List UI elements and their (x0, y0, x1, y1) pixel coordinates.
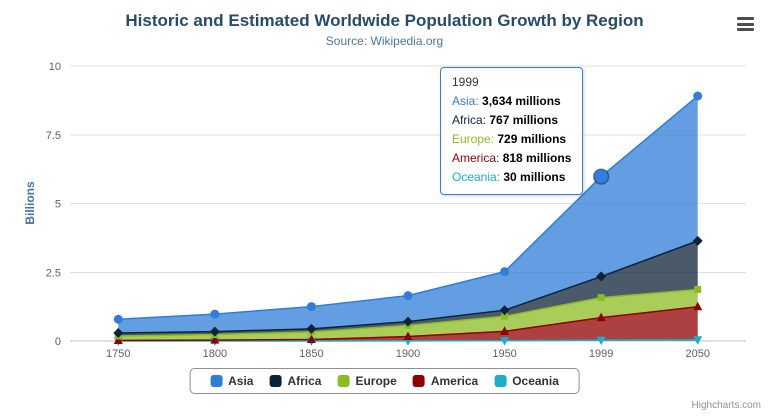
tooltip-series-name: Africa: (452, 113, 490, 127)
point-oceania-2050[interactable] (693, 336, 703, 345)
tooltip-series-value: 767 millions (489, 113, 559, 127)
legend-label: Asia (228, 374, 254, 388)
tooltip-row-asia: Asia: 3,634 millions (452, 92, 571, 111)
point-asia-1850[interactable] (306, 302, 316, 312)
point-africa-1900[interactable] (403, 316, 413, 327)
legend-item-europe[interactable]: Europe (337, 374, 397, 388)
tooltip-row-oceania: Oceania: 30 millions (452, 168, 571, 187)
tooltip-series-name: Asia: (452, 94, 483, 108)
y-axis-label: 7.5 (46, 130, 61, 142)
tooltip-series-name: Oceania: (452, 170, 504, 184)
legend-item-america[interactable]: America (412, 374, 479, 388)
legend-item-asia[interactable]: Asia (210, 374, 253, 388)
credits-link[interactable]: Highcharts.com (691, 400, 761, 411)
y-axis-label: 0 (55, 336, 61, 348)
hamburger-menu-icon[interactable] (737, 17, 754, 31)
point-europe-2050[interactable] (694, 285, 702, 293)
area-asia (118, 96, 698, 334)
x-axis-label: 1850 (299, 348, 323, 360)
legend-symbol-asia (210, 375, 223, 387)
area-africa (118, 240, 698, 336)
point-america-1800[interactable] (210, 335, 220, 344)
point-europe-1950[interactable] (501, 312, 509, 320)
point-africa-1950[interactable] (499, 305, 510, 316)
point-africa-1850[interactable] (306, 323, 317, 334)
legend-symbol-oceania (494, 375, 507, 387)
tooltip-header: 1999 (452, 75, 479, 89)
hovered-point-asia-1999[interactable] (592, 168, 610, 185)
point-europe-1999[interactable] (597, 294, 605, 302)
point-america-1900[interactable] (403, 331, 413, 341)
legend-label: Europe (355, 374, 397, 388)
legend-symbol-africa (269, 375, 282, 387)
tooltip: 1999 Asia: 3,634 millions Africa: 767 mil… (440, 67, 584, 195)
y-axis-label: 5 (55, 199, 61, 211)
legend-item-africa[interactable]: Africa (269, 374, 321, 388)
legend-label: Africa (287, 374, 322, 388)
point-america-1950[interactable] (500, 326, 510, 335)
tooltip-series-value: 30 millions (503, 170, 566, 184)
point-asia-1800[interactable] (210, 309, 220, 319)
point-asia-2050[interactable] (693, 91, 703, 101)
x-axis-label: 1800 (203, 348, 227, 360)
x-axis-label: 1750 (106, 348, 130, 360)
point-oceania-1950[interactable] (500, 337, 510, 346)
hamburger-bar (737, 17, 754, 20)
legend: Asia Africa Europe America Oceania (189, 368, 580, 394)
legend-item-oceania[interactable]: Oceania (494, 374, 559, 388)
tooltip-row-africa: Africa: 767 millions (452, 111, 571, 130)
point-africa-1800[interactable] (209, 326, 220, 337)
chart-title: Historic and Estimated Worldwide Populat… (125, 11, 644, 30)
point-africa-1999[interactable] (596, 271, 607, 282)
x-axis-label: 1999 (589, 348, 613, 360)
tooltip-series-name: America: (452, 151, 503, 165)
point-asia-1950[interactable] (500, 267, 510, 277)
point-america-1750[interactable] (113, 335, 123, 344)
point-oceania-1999[interactable] (596, 336, 606, 346)
hamburger-bar (737, 28, 754, 31)
tooltip-series-value: 818 millions (502, 151, 572, 165)
point-asia-1900[interactable] (403, 291, 413, 301)
point-africa-1750[interactable] (113, 328, 124, 339)
tooltip-row-america: America: 818 millions (452, 149, 571, 168)
point-africa-2050[interactable] (692, 235, 703, 246)
chart-subtitle: Source: Wikipedia.org (325, 34, 444, 48)
x-axis-label: 1900 (396, 348, 420, 360)
point-asia-1750[interactable] (113, 314, 123, 324)
tooltip-series-value: 729 millions (497, 132, 567, 146)
legend-label: America (430, 374, 479, 388)
y-axis-label: 10 (49, 61, 61, 73)
tooltip-row-europe: Europe: 729 millions (452, 130, 571, 149)
legend-label: Oceania (512, 374, 559, 388)
point-america-1999[interactable] (596, 312, 606, 322)
legend-symbol-europe (337, 375, 350, 387)
x-axis-label: 2050 (685, 348, 709, 360)
tooltip-series-value: 3,634 millions (482, 94, 561, 108)
point-america-2050[interactable] (693, 301, 703, 311)
legend-symbol-america (412, 375, 425, 387)
hamburger-bar (737, 22, 754, 26)
y-axis-label: 2.5 (46, 267, 61, 279)
area-america (118, 306, 698, 341)
tooltip-series-name: Europe: (452, 132, 498, 146)
point-america-1850[interactable] (306, 334, 316, 343)
x-axis-label: 1950 (492, 348, 516, 360)
